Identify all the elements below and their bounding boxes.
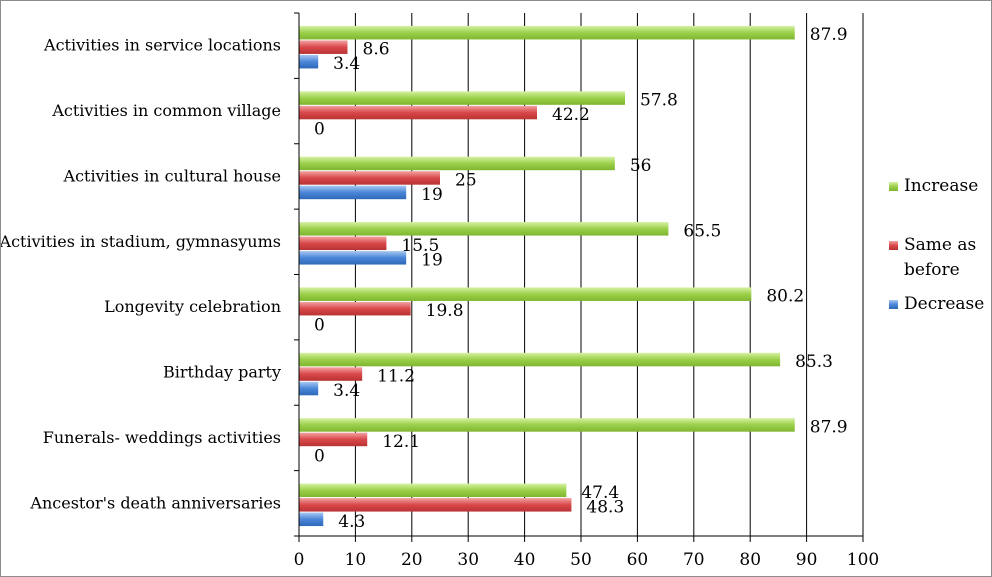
legend-swatch-0 [889, 182, 898, 191]
bar-increase [299, 156, 615, 171]
bar-decrease [299, 54, 319, 69]
legend: Increase Same as before Decrease [889, 176, 984, 314]
bar-increase [299, 91, 625, 105]
data-label: 4.3 [338, 512, 365, 532]
bar-increase [299, 222, 669, 236]
data-label: 42.2 [552, 105, 590, 125]
x-tick-label-30: 30 [457, 550, 479, 570]
data-label: 0 [314, 446, 325, 466]
data-label: 87.9 [810, 25, 848, 45]
x-tick-label-90: 90 [796, 550, 818, 570]
category-label: Birthday party [163, 363, 281, 382]
legend-swatch-2 [889, 300, 898, 309]
data-label: 19.8 [426, 301, 464, 321]
data-label: 65.5 [683, 221, 721, 241]
data-label: 0 [314, 316, 325, 336]
data-label: 56 [630, 156, 652, 176]
x-tick-label-10: 10 [345, 550, 367, 570]
category-label: Activities in service locations [43, 36, 281, 55]
legend-label: before [904, 260, 960, 280]
bar-decrease [299, 381, 319, 396]
bar-increase [299, 483, 567, 498]
bar-same-as-before [299, 236, 387, 251]
data-label: 87.9 [810, 417, 848, 437]
bar-decrease [299, 251, 407, 265]
data-label: 47.4 [581, 483, 619, 503]
data-label: 3.4 [333, 381, 360, 401]
x-tick-label-40: 40 [514, 550, 536, 570]
data-label: 3.4 [333, 54, 360, 74]
data-label: 57.8 [640, 91, 678, 111]
category-label: Ancestor's death anniversaries [29, 493, 281, 512]
x-tick-label-20: 20 [401, 550, 423, 570]
bar-decrease [299, 512, 324, 527]
category-label: Activities in cultural house [63, 166, 281, 185]
data-label: 15.5 [401, 236, 439, 256]
category-label: Funerals- weddings activities [43, 428, 281, 447]
bar-same-as-before [299, 498, 572, 512]
x-tick-label-80: 80 [739, 550, 761, 570]
legend-swatch-1 [889, 241, 898, 250]
data-label: 19 [421, 250, 443, 270]
data-label: 19 [421, 185, 443, 205]
bar-increase [299, 352, 781, 367]
data-label: 48.3 [586, 497, 624, 517]
legend-label: Increase [904, 176, 978, 196]
legend-label: Same as [904, 235, 976, 255]
bar-same-as-before [299, 105, 538, 120]
data-label: 11.2 [377, 367, 415, 387]
category-label: Longevity celebration [104, 297, 281, 316]
data-label: 25 [455, 170, 477, 190]
bar-same-as-before [299, 301, 411, 316]
category-label: Activities in common village [51, 101, 281, 120]
category-label: Activities in stadium, gymnasyums [1, 232, 281, 251]
bar-same-as-before [299, 40, 348, 54]
data-label: 80.2 [766, 287, 804, 307]
axes [294, 12, 864, 542]
data-label: 8.6 [363, 40, 390, 60]
x-tick-label-100: 100 [847, 550, 879, 570]
labels: 0 10 20 30 40 50 60 70 80 90 100 Activities in serv… [1, 25, 879, 570]
bar-increase [299, 25, 795, 40]
data-label: 12.1 [382, 432, 420, 452]
bars [299, 25, 795, 527]
bar-same-as-before [299, 367, 363, 381]
x-tick-label-50: 50 [570, 550, 592, 570]
bar-same-as-before [299, 171, 440, 185]
x-tick-label-70: 70 [683, 550, 705, 570]
legend-label: Decrease [904, 294, 984, 314]
bar-increase [299, 418, 795, 432]
bar-same-as-before [299, 432, 368, 447]
bar-increase [299, 287, 752, 301]
data-label: 85.3 [795, 352, 833, 372]
bar-decrease [299, 185, 407, 200]
data-label: 0 [314, 120, 325, 140]
x-tick-label-60: 60 [627, 550, 649, 570]
x-tick-label-0: 0 [294, 550, 305, 570]
